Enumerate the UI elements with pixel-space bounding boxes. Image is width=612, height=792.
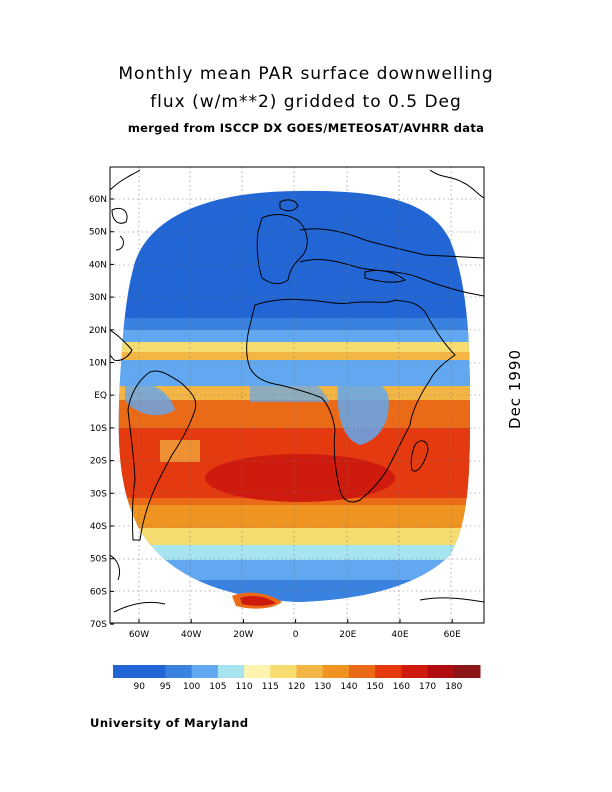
- longitude-labels: 60W 40W 20W 0 20E 40E 60E: [129, 630, 461, 640]
- colorbar-swatch: [453, 665, 481, 678]
- colorbar-swatch: [427, 665, 455, 678]
- colorbar-swatch: [322, 665, 350, 678]
- colorbar-label: 170: [419, 682, 436, 692]
- lon-label: 40W: [181, 630, 201, 640]
- axis-ticks: [110, 198, 453, 625]
- lat-label: 10N: [89, 359, 107, 369]
- colorbar-swatch: [165, 665, 193, 678]
- lon-label: 20W: [233, 630, 253, 640]
- lon-label: 20E: [339, 630, 356, 640]
- colorbar-label: 160: [393, 682, 410, 692]
- lat-label: 50S: [90, 555, 107, 565]
- lat-label: 30S: [90, 489, 107, 499]
- colorbar-label: 180: [445, 682, 462, 692]
- colorbar-label: 115: [262, 682, 279, 692]
- latitude-labels: 60N 50N 40N 30N 20N 10N EQ 10S 20S 30S 40S 50S 60S 70…: [89, 195, 107, 630]
- colorbar-label: 105: [209, 682, 226, 692]
- colorbar-label: 110: [235, 682, 252, 692]
- colorbar-swatch: [296, 665, 324, 678]
- lon-label: 0: [293, 630, 299, 640]
- lat-label: 60S: [90, 587, 107, 597]
- colorbar-swatch: [113, 665, 140, 678]
- colorbar-swatch: [348, 665, 376, 678]
- colorbar-swatch: [244, 665, 271, 678]
- graticule: [110, 167, 484, 623]
- lat-label: 10S: [90, 424, 107, 434]
- colorbar-label: 100: [183, 682, 200, 692]
- colorbar-label: 95: [160, 682, 171, 692]
- colorbar-swatch: [270, 665, 297, 678]
- lat-label: EQ: [94, 391, 107, 401]
- map-title-line1: Monthly mean PAR surface downwelling: [118, 64, 494, 84]
- colorbar-swatch: [191, 665, 219, 678]
- colorbar-swatch: [401, 665, 429, 678]
- lon-label: 60E: [444, 630, 461, 640]
- lat-label: 60N: [89, 195, 107, 205]
- lat-label: 20N: [89, 326, 107, 336]
- colorbar-label: 90: [133, 682, 145, 692]
- lat-label: 40N: [89, 260, 107, 270]
- lat-label: 30N: [89, 293, 107, 303]
- lat-label: 70S: [90, 620, 107, 630]
- coastlines: [110, 169, 484, 613]
- lat-label: 50N: [89, 228, 107, 238]
- map-subtitle: merged from ISCCP DX GOES/METEOSAT/AVHRR…: [127, 121, 485, 135]
- map-title-line2: flux (w/m**2) gridded to 0.5 Deg: [150, 92, 462, 112]
- lon-label: 40E: [391, 630, 408, 640]
- colorbar-label: 130: [314, 682, 331, 692]
- colorbar-swatch: [375, 665, 402, 678]
- lat-label: 20S: [90, 457, 107, 467]
- lon-label: 60W: [129, 630, 149, 640]
- colorbar-swatch: [139, 665, 166, 678]
- colorbar-label: 120: [288, 682, 305, 692]
- lat-label: 40S: [90, 522, 107, 532]
- colorbar-label: 150: [367, 682, 384, 692]
- credit-label: University of Maryland: [90, 716, 249, 730]
- colorbar-label: 140: [340, 682, 357, 692]
- colorbar-swatch: [217, 665, 245, 678]
